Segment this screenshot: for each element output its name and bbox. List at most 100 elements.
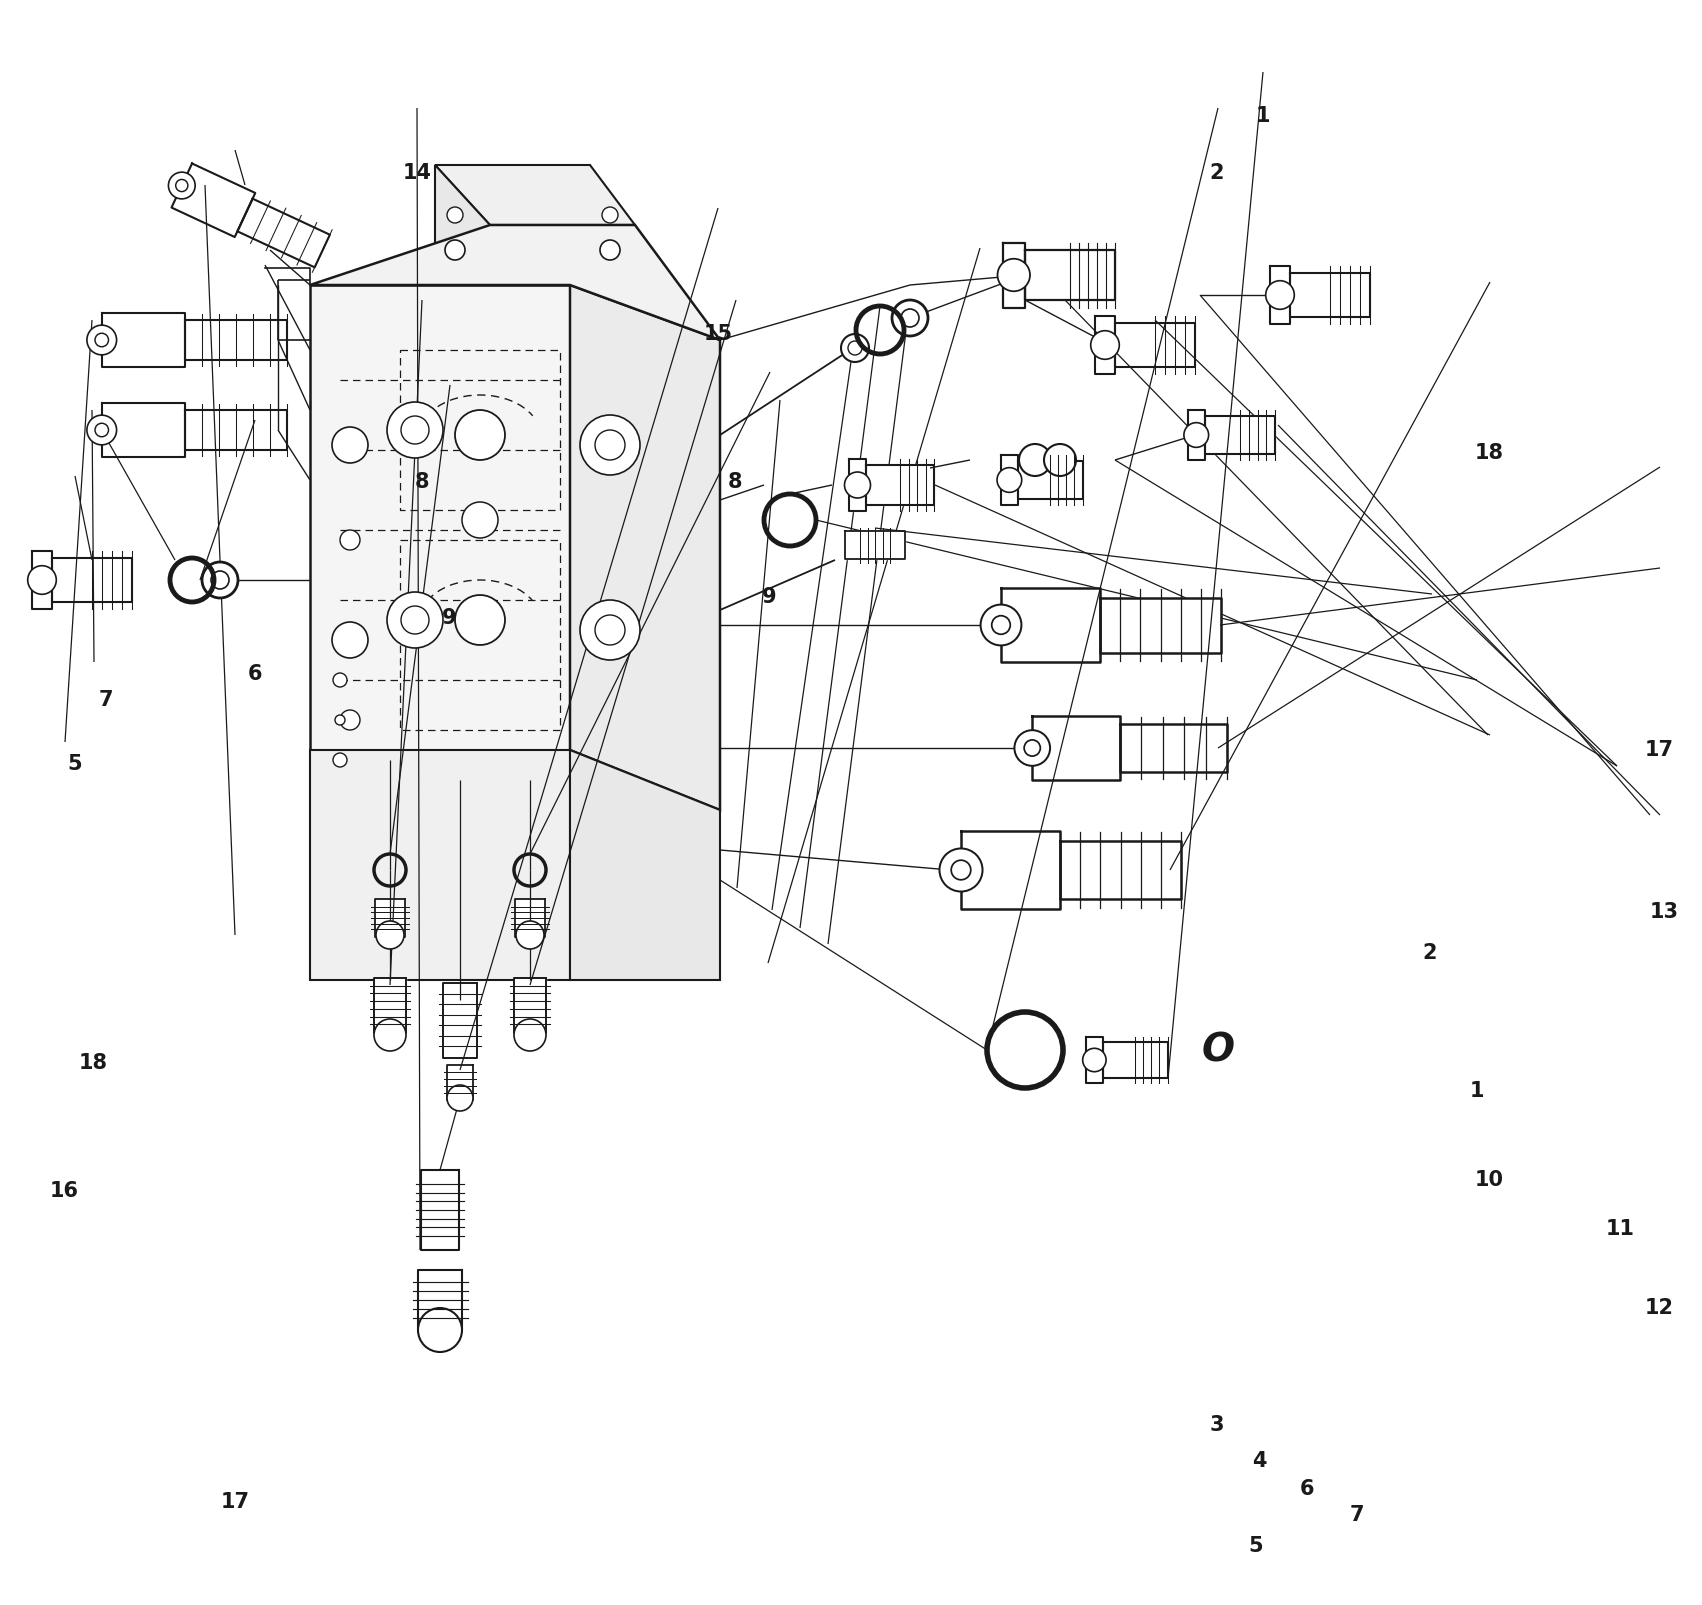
Text: 12: 12 [1644, 1298, 1675, 1318]
Text: 8: 8 [415, 472, 429, 491]
Polygon shape [1290, 273, 1370, 318]
Polygon shape [844, 531, 905, 559]
Circle shape [203, 562, 238, 599]
Circle shape [211, 571, 230, 589]
Circle shape [332, 623, 368, 658]
Text: 17: 17 [220, 1493, 250, 1512]
Polygon shape [570, 750, 720, 981]
Circle shape [461, 502, 499, 538]
Text: 11: 11 [1605, 1220, 1636, 1239]
Text: 4: 4 [1253, 1451, 1266, 1470]
Polygon shape [1270, 266, 1290, 324]
Text: 18: 18 [78, 1053, 109, 1072]
Circle shape [580, 600, 640, 660]
Circle shape [992, 616, 1011, 634]
Circle shape [448, 1085, 473, 1111]
Polygon shape [866, 465, 934, 506]
Polygon shape [53, 559, 133, 602]
Circle shape [892, 300, 928, 335]
Circle shape [951, 860, 970, 880]
Polygon shape [448, 1064, 473, 1099]
Polygon shape [374, 899, 405, 937]
Text: 3: 3 [1210, 1416, 1224, 1435]
Circle shape [516, 921, 545, 949]
Polygon shape [1094, 316, 1115, 374]
Circle shape [444, 241, 465, 260]
Text: 8: 8 [728, 472, 742, 491]
Polygon shape [514, 977, 546, 1032]
Circle shape [844, 472, 870, 498]
Text: 6: 6 [1300, 1480, 1314, 1499]
Text: 2: 2 [1423, 944, 1436, 963]
Circle shape [332, 427, 368, 462]
Circle shape [27, 565, 56, 594]
Text: 1: 1 [1471, 1082, 1484, 1101]
Text: 9: 9 [443, 608, 456, 628]
Circle shape [87, 416, 117, 445]
Circle shape [1266, 281, 1294, 310]
Circle shape [580, 416, 640, 475]
Polygon shape [310, 286, 570, 750]
Circle shape [402, 416, 429, 445]
Text: 17: 17 [1644, 740, 1675, 759]
Polygon shape [310, 750, 570, 981]
Circle shape [1091, 331, 1120, 360]
Text: 18: 18 [1474, 443, 1505, 462]
Circle shape [601, 241, 620, 260]
Text: 7: 7 [99, 690, 112, 709]
Text: 6: 6 [248, 664, 262, 684]
Text: 5: 5 [1249, 1536, 1263, 1555]
Circle shape [454, 409, 505, 461]
Circle shape [402, 607, 429, 634]
Circle shape [848, 340, 861, 355]
Text: 9: 9 [762, 587, 776, 607]
Circle shape [374, 1019, 407, 1051]
Polygon shape [1115, 323, 1195, 368]
Text: 1: 1 [1256, 106, 1270, 125]
Polygon shape [102, 313, 186, 368]
Text: 7: 7 [1350, 1505, 1363, 1525]
Text: 2: 2 [1210, 164, 1224, 183]
Polygon shape [962, 831, 1060, 908]
Polygon shape [1188, 411, 1205, 459]
Circle shape [419, 1308, 461, 1351]
Polygon shape [443, 982, 477, 1058]
Circle shape [95, 334, 109, 347]
Circle shape [596, 430, 625, 461]
Polygon shape [1086, 1037, 1103, 1083]
Polygon shape [374, 977, 407, 1032]
Circle shape [376, 921, 403, 949]
Circle shape [340, 530, 361, 551]
Polygon shape [1018, 461, 1082, 499]
Polygon shape [570, 286, 720, 811]
Polygon shape [1103, 1042, 1168, 1079]
Polygon shape [102, 403, 186, 457]
Polygon shape [1120, 724, 1227, 772]
Circle shape [386, 401, 443, 457]
Circle shape [340, 709, 361, 730]
Polygon shape [172, 164, 255, 238]
Circle shape [596, 615, 625, 645]
Text: 10: 10 [1474, 1170, 1505, 1189]
Polygon shape [237, 199, 330, 268]
Polygon shape [1001, 456, 1018, 504]
Polygon shape [436, 165, 635, 225]
Text: 16: 16 [49, 1181, 80, 1201]
Circle shape [1043, 445, 1076, 477]
Polygon shape [1099, 597, 1220, 653]
Circle shape [1025, 740, 1040, 756]
Circle shape [1082, 1048, 1106, 1072]
Circle shape [334, 753, 347, 767]
Circle shape [997, 258, 1030, 291]
Polygon shape [420, 1170, 460, 1250]
Polygon shape [849, 459, 866, 510]
Text: O: O [1202, 1030, 1234, 1069]
Polygon shape [310, 225, 720, 340]
Circle shape [335, 714, 346, 725]
Polygon shape [32, 552, 53, 608]
Polygon shape [1205, 416, 1275, 454]
Circle shape [95, 424, 109, 437]
Polygon shape [1031, 716, 1120, 780]
Polygon shape [516, 899, 545, 937]
Circle shape [900, 310, 919, 327]
